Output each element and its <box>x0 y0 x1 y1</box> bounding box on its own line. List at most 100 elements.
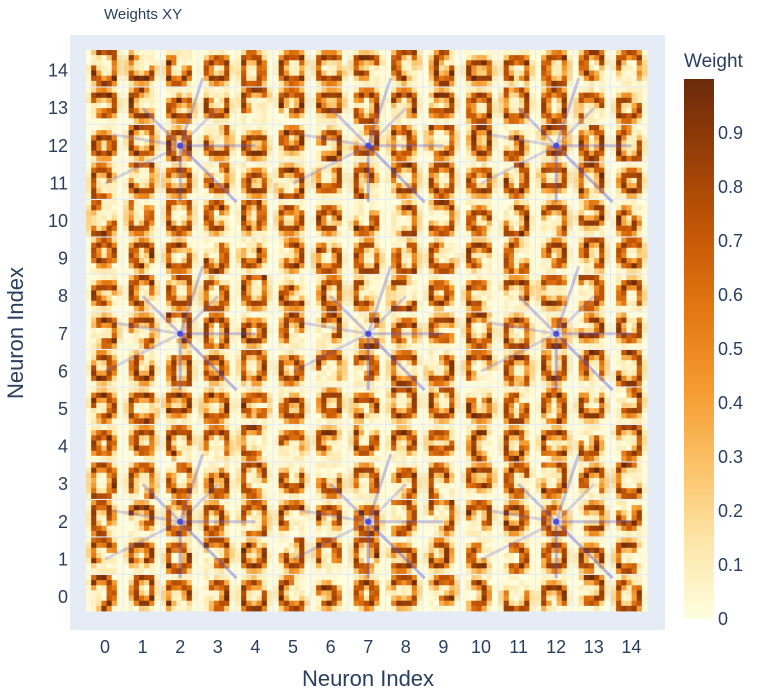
tile-pixel <box>246 193 252 199</box>
tile-pixel <box>112 210 118 216</box>
tile-pixel <box>274 221 280 227</box>
tile-pixel <box>219 290 225 296</box>
tile-pixel <box>161 55 167 61</box>
tile-pixel <box>407 178 413 184</box>
tile-pixel <box>391 290 397 296</box>
tile-pixel <box>584 88 590 94</box>
tile-pixel <box>504 98 510 104</box>
tile-pixel <box>311 55 317 61</box>
tile-pixel <box>369 231 375 237</box>
tile-pixel <box>129 81 135 87</box>
tile-pixel <box>267 258 273 264</box>
tile-pixel <box>541 215 547 221</box>
tile-pixel <box>112 231 118 237</box>
tile-pixel <box>391 221 397 227</box>
tile-pixel <box>241 173 247 179</box>
neuron-tile <box>311 200 347 236</box>
tile-pixel <box>199 135 205 141</box>
tile-pixel <box>219 306 225 312</box>
tile-pixel <box>386 226 392 232</box>
tile-pixel <box>611 221 617 227</box>
tile-pixel <box>284 178 290 184</box>
tile-pixel <box>279 55 285 61</box>
tile-pixel <box>449 151 455 157</box>
tile-pixel <box>236 60 242 66</box>
tile-pixel <box>359 118 365 124</box>
tile-pixel <box>124 103 130 109</box>
tile-pixel <box>294 290 300 296</box>
tile-pixel <box>557 258 563 264</box>
tile-pixel <box>529 263 535 269</box>
tile-pixel <box>279 193 285 199</box>
tile-pixel <box>642 55 648 61</box>
tile-pixel <box>326 205 332 211</box>
tile-pixel <box>241 125 247 131</box>
tile-pixel <box>476 130 482 136</box>
tile-pixel <box>134 108 140 114</box>
tile-pixel <box>284 188 290 194</box>
tile-pixel <box>429 231 435 237</box>
tile-pixel <box>257 280 263 286</box>
tile-pixel <box>354 231 360 237</box>
tile-pixel <box>214 275 220 281</box>
tile-pixel <box>417 81 423 87</box>
tile-pixel <box>342 280 348 286</box>
tile-pixel <box>304 168 310 174</box>
tile-pixel <box>632 238 638 244</box>
tile-pixel <box>101 301 107 307</box>
tile-pixel <box>284 93 290 99</box>
tile-pixel <box>91 268 97 274</box>
tile-pixel <box>466 263 472 269</box>
tile-pixel <box>161 275 167 281</box>
tile-pixel <box>642 238 648 244</box>
tile-pixel <box>91 81 97 87</box>
tile-pixel <box>557 263 563 269</box>
tile-pixel <box>91 173 97 179</box>
tile-pixel <box>86 98 92 104</box>
tile-pixel <box>546 55 552 61</box>
tile-pixel <box>129 88 135 94</box>
tile-pixel <box>429 215 435 221</box>
tile-pixel <box>439 268 445 274</box>
tile-pixel <box>289 258 295 264</box>
tile-pixel <box>529 231 535 237</box>
tile-pixel <box>299 301 305 307</box>
tile-pixel <box>199 290 205 296</box>
tile-pixel <box>107 103 113 109</box>
tile-pixel <box>359 156 365 162</box>
tile-pixel <box>536 258 542 264</box>
tile-pixel <box>246 98 252 104</box>
tile-pixel <box>454 210 460 216</box>
tile-pixel <box>209 263 215 269</box>
tile-pixel <box>637 151 643 157</box>
tile-pixel <box>599 238 605 244</box>
tile-pixel <box>482 60 488 66</box>
tile-pixel <box>299 248 305 254</box>
tile-pixel <box>604 200 610 206</box>
tile-pixel <box>241 65 247 71</box>
tile-pixel <box>349 93 355 99</box>
tile-pixel <box>374 60 380 66</box>
tile-pixel <box>246 215 252 221</box>
tile-pixel <box>449 178 455 184</box>
tile-pixel <box>219 55 225 61</box>
tile-pixel <box>171 178 177 184</box>
tile-pixel <box>482 151 488 157</box>
tile-pixel <box>229 263 235 269</box>
tile-pixel <box>359 226 365 232</box>
tile-pixel <box>279 215 285 221</box>
tile-pixel <box>187 210 193 216</box>
tile-pixel <box>229 118 235 124</box>
tile-pixel <box>579 81 585 87</box>
tile-pixel <box>471 113 477 119</box>
tile-pixel <box>621 263 627 269</box>
tile-pixel <box>499 60 505 66</box>
tile-pixel <box>461 193 467 199</box>
tile-pixel <box>396 125 402 131</box>
tile-pixel <box>626 130 632 136</box>
tile-pixel <box>209 193 215 199</box>
tile-pixel <box>637 118 643 124</box>
tile-pixel <box>637 76 643 82</box>
tile-pixel <box>86 103 92 109</box>
tile-pixel <box>546 113 552 119</box>
